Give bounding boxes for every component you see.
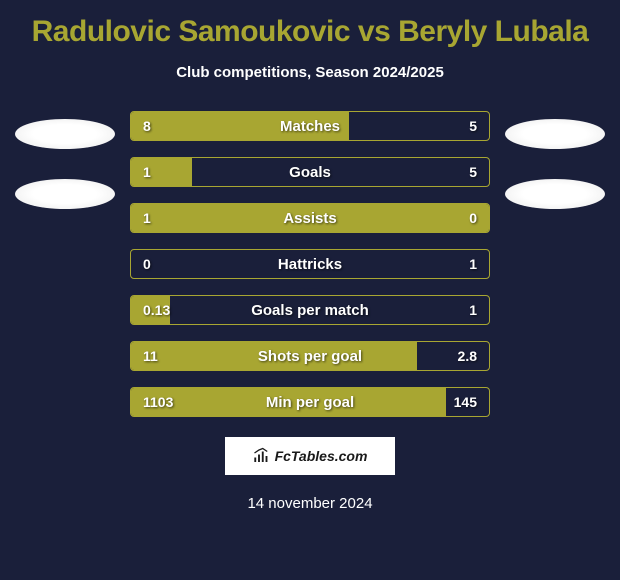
stat-bar (131, 158, 192, 186)
date-label: 14 november 2024 (10, 495, 610, 512)
stat-row: 8 Matches 5 (130, 111, 490, 141)
stat-value-left: 1 (143, 164, 151, 180)
stats-comparison-container: Radulovic Samoukovic vs Beryly Lubala Cl… (0, 0, 620, 580)
stat-value-left: 0 (143, 256, 151, 272)
stat-value-right: 0 (469, 210, 477, 226)
subtitle: Club competitions, Season 2024/2025 (10, 64, 610, 81)
stat-value-right: 5 (469, 164, 477, 180)
stat-value-right: 1 (469, 256, 477, 272)
stat-value-left: 1 (143, 210, 151, 226)
team-logo-left-1 (15, 119, 115, 149)
team-logo-right-1 (505, 119, 605, 149)
badge-text: FcTables.com (275, 448, 368, 464)
chart-icon (253, 447, 271, 465)
stat-label: Hattricks (278, 256, 342, 273)
stat-value-left: 11 (143, 348, 158, 364)
stat-label: Goals (289, 164, 331, 181)
stat-value-left: 1103 (143, 394, 173, 410)
stat-row: 0.13 Goals per match 1 (130, 295, 490, 325)
stat-label: Shots per goal (258, 348, 362, 365)
stat-row: 0 Hattricks 1 (130, 249, 490, 279)
stat-row: 1 Goals 5 (130, 157, 490, 187)
stats-column: 8Matches51Goals51Assists00Hattricks10.13… (130, 111, 490, 417)
team-logo-left-2 (15, 179, 115, 209)
stat-value-right: 2.8 (458, 348, 477, 364)
source-badge[interactable]: FcTables.com (225, 437, 395, 475)
stat-label: Assists (283, 210, 336, 227)
page-title: Radulovic Samoukovic vs Beryly Lubala (10, 15, 610, 49)
stat-row: 1103 Min per goal 145 (130, 387, 490, 417)
stat-value-right: 1 (469, 302, 477, 318)
stat-row: 11 Shots per goal 2.8 (130, 341, 490, 371)
stat-value-left: 8 (143, 118, 151, 134)
right-logos-column (500, 111, 610, 209)
stats-area: 8Matches51Goals51Assists00Hattricks10.13… (10, 111, 610, 417)
stat-label: Matches (280, 118, 340, 135)
stat-value-left: 0.13 (143, 302, 170, 318)
stat-value-right: 5 (469, 118, 477, 134)
stat-row: 1 Assists 0 (130, 203, 490, 233)
team-logo-right-2 (505, 179, 605, 209)
stat-value-right: 145 (454, 394, 477, 410)
stat-label: Goals per match (251, 302, 369, 319)
stat-label: Min per goal (266, 394, 354, 411)
left-logos-column (10, 111, 120, 209)
